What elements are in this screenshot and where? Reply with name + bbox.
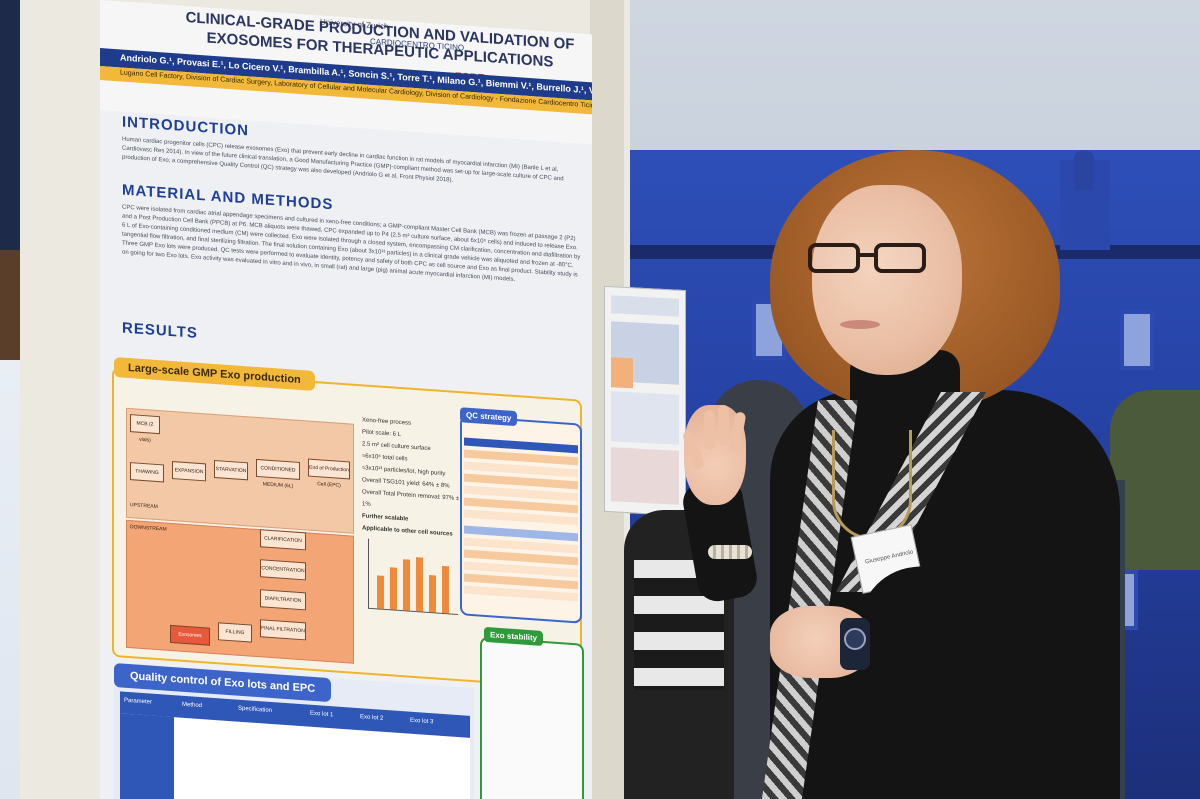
mini-chart-bar [403,559,410,611]
mini-chart-bar [416,557,423,612]
table-param-column [120,713,174,799]
mini-chart-bar [429,575,436,613]
flow-starvation: STARVATION [214,459,248,481]
small-poster-header [611,295,679,317]
flow-exosomes: Exosomes [170,624,210,646]
downstream-block [126,519,354,664]
glasses-bridge [858,253,876,257]
flow-final-filtration: FINAL FILTRATION [260,619,306,641]
finger [704,410,715,450]
lips [840,320,880,329]
glasses-lens [874,243,926,273]
finger [718,405,729,445]
flow-thawing: THAWING [130,462,164,483]
small-poster-section [611,447,679,505]
results-bullets: Xeno-free process Pilot scale: 6 L 2.5 m… [362,414,462,541]
necklace [832,430,912,540]
flow-diafiltration: DIAFILTRATION [260,589,306,611]
flow-clarification: CLARIFICATION [260,529,306,551]
flow-filling: FILLING [218,622,252,643]
flow-mcb: MCB (2 vials) [130,414,160,444]
flow-conditioned: CONDITIONED MEDIUM (6L) [256,458,300,490]
small-poster-section [611,391,679,445]
name-badge-text: Giuseppe Andriolo [864,549,914,566]
small-poster [604,285,686,517]
tower-spire [1074,150,1094,190]
flow-concentration: CONCENTRATION [260,559,306,581]
mini-chart-bar [377,575,384,609]
glasses-lens [808,243,860,273]
mini-chart-bar [442,565,449,614]
flow-expansion: EXPANSION [172,461,206,482]
results-heading: RESULTS [122,319,198,342]
yield-mini-chart [368,538,458,616]
building-window [1120,310,1154,370]
woman-face [812,185,962,375]
stability-panel [480,636,584,799]
mini-chart-bar [390,567,397,610]
bracelet [708,545,752,559]
scientific-poster: University of Zurich CARDIOCENTRO TICINO… [100,0,592,799]
watch-face [844,628,866,650]
methods-text: CPC were isolated from cardiac atrial ap… [122,204,581,284]
small-poster-figure [611,357,633,389]
background-person-right [1110,390,1200,570]
flow-end-cell: End of Production Cell (EPC) [308,458,350,489]
glasses [808,243,938,277]
